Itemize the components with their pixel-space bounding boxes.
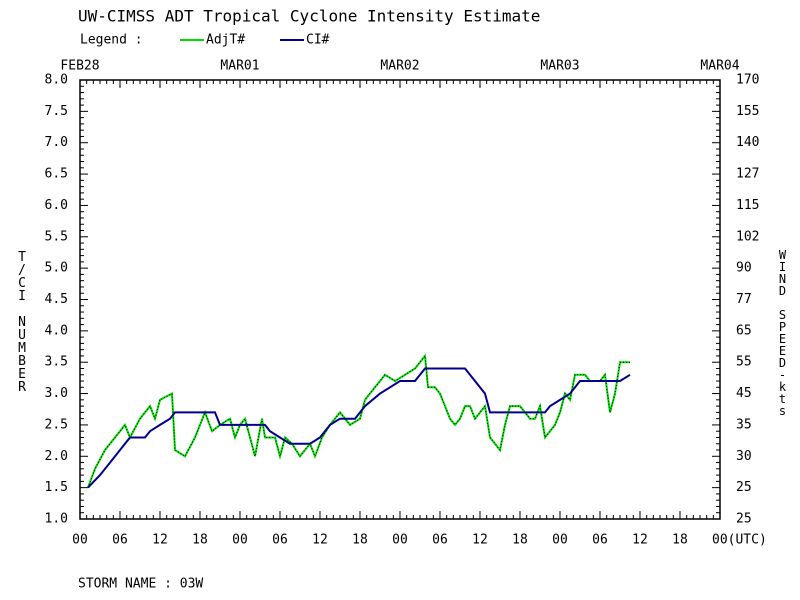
legend-entry: CI# <box>306 33 330 48</box>
date-label: MAR02 <box>380 59 419 74</box>
y-axis-label: T/CI NUMBER <box>15 250 30 393</box>
x-tick-label: 00 <box>392 533 408 548</box>
y-tick-label: 3.0 <box>45 386 68 401</box>
x-tick-label: 00 <box>552 533 568 548</box>
y2-tick-label: 45 <box>736 386 752 401</box>
x-tick-label: 12 <box>472 533 488 548</box>
date-label: MAR01 <box>220 59 259 74</box>
y2-tick-label: 77 <box>736 292 752 307</box>
y2-axis-label: WIND SPEED-kts <box>776 248 790 416</box>
x-tick-label: 18 <box>192 533 208 548</box>
footer: STORM NAME : 03W <box>78 577 203 592</box>
x-tick-label: 00(UTC) <box>712 533 767 548</box>
y2-tick-label: 25 <box>736 512 752 527</box>
x-tick-label: 06 <box>272 533 288 548</box>
x-tick-label: 06 <box>592 533 608 548</box>
series-line <box>87 367 631 489</box>
y-tick-label: 4.5 <box>45 292 68 307</box>
x-tick-label: 18 <box>352 533 368 548</box>
y2-tick-label: 25 <box>736 480 752 495</box>
x-tick-label: 18 <box>512 533 528 548</box>
x-tick-label: 00 <box>232 533 248 548</box>
y2-tick-label: 127 <box>736 167 759 182</box>
x-tick-label: 12 <box>632 533 648 548</box>
y2-tick-label: 35 <box>736 417 752 432</box>
y-tick-label: 6.5 <box>45 167 68 182</box>
date-label: MAR03 <box>540 59 579 74</box>
x-tick-label: 00 <box>72 533 88 548</box>
x-tick-label: 06 <box>432 533 448 548</box>
y2-tick-label: 30 <box>736 449 752 464</box>
y2-tick-label: 55 <box>736 355 752 370</box>
y-tick-label: 8.0 <box>45 73 68 88</box>
date-label: FEB28 <box>60 59 99 74</box>
y-tick-label: 4.0 <box>45 323 68 338</box>
y-tick-label: 2.0 <box>45 449 68 464</box>
y-tick-label: 6.0 <box>45 198 68 213</box>
legend-label: Legend : <box>80 33 143 48</box>
legend-entry: AdjT# <box>206 33 245 48</box>
y2-tick-label: 102 <box>736 229 759 244</box>
chart-title: UW-CIMSS ADT Tropical Cyclone Intensity … <box>78 7 540 26</box>
y-tick-label: 3.5 <box>45 355 68 370</box>
y2-tick-label: 90 <box>736 261 752 276</box>
y-tick-label: 1.0 <box>45 512 68 527</box>
y-tick-label: 5.0 <box>45 261 68 276</box>
date-label: MAR04 <box>700 59 739 74</box>
y2-tick-label: 65 <box>736 323 752 338</box>
y-tick-label: 7.0 <box>45 135 68 150</box>
x-tick-label: 06 <box>112 533 128 548</box>
x-tick-label: 12 <box>152 533 168 548</box>
x-tick-label: 12 <box>312 533 328 548</box>
y-tick-label: 5.5 <box>45 229 68 244</box>
y2-tick-label: 170 <box>736 73 759 88</box>
y2-tick-label: 155 <box>736 104 759 119</box>
y-tick-label: 1.5 <box>45 480 68 495</box>
x-tick-label: 18 <box>672 533 688 548</box>
line-dots <box>87 354 630 488</box>
y-tick-label: 7.5 <box>45 104 68 119</box>
y2-tick-label: 140 <box>736 135 759 150</box>
y2-tick-label: 115 <box>736 198 759 213</box>
y-tick-label: 2.5 <box>45 417 68 432</box>
